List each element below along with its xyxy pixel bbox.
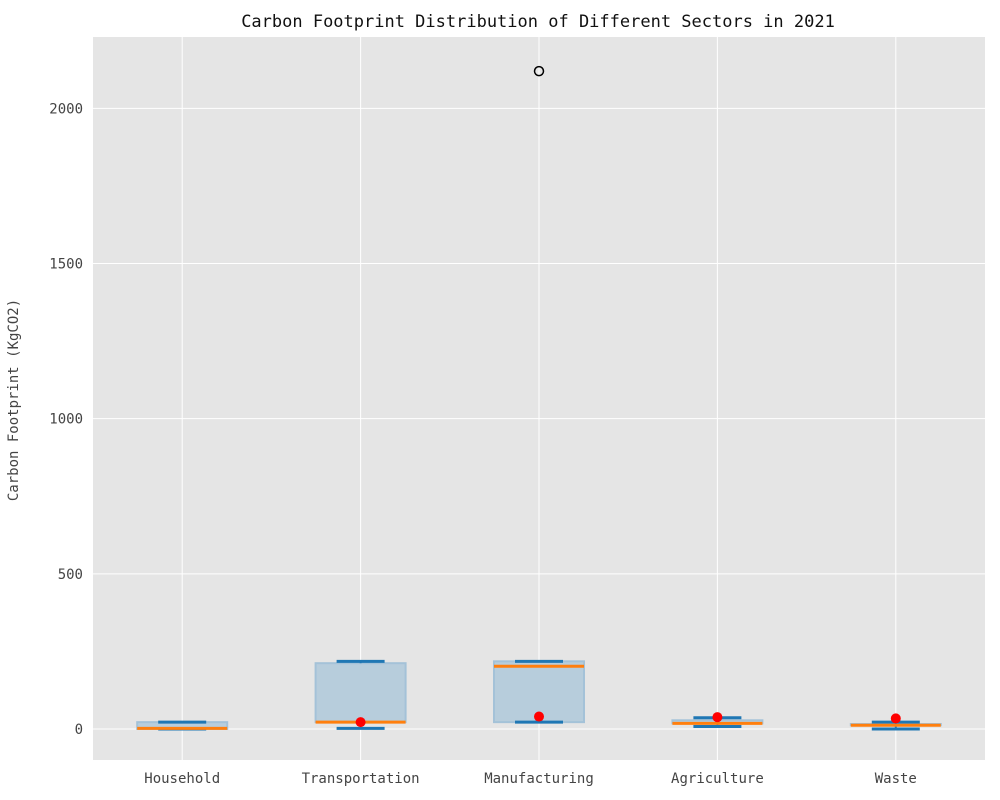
mean-marker xyxy=(534,711,544,722)
mean-marker xyxy=(712,712,723,723)
box-household xyxy=(136,720,229,731)
y-tick-label: 0 xyxy=(75,722,83,738)
x-tick-label: Transportation xyxy=(302,771,420,787)
box-waste xyxy=(849,713,942,731)
y-tick-label: 500 xyxy=(58,567,83,583)
box-manufacturing xyxy=(493,65,585,724)
y-ticks: 0 500 1000 1500 2000 xyxy=(49,101,83,738)
box-transportation xyxy=(314,659,407,730)
box-agriculture xyxy=(671,712,764,728)
y-tick-label: 1000 xyxy=(49,412,83,428)
grid xyxy=(93,37,985,760)
x-tick-label: Manufacturing xyxy=(484,771,594,787)
y-axis-label: Carbon Footprint (KgCO2) xyxy=(6,299,22,501)
y-tick-label: 1500 xyxy=(49,257,83,273)
y-tick-label: 2000 xyxy=(49,101,83,117)
mean-marker xyxy=(890,713,901,724)
x-tick-label: Waste xyxy=(875,771,917,787)
box-body xyxy=(314,662,407,724)
x-tick-label: Household xyxy=(144,771,220,787)
x-tick-label: Agriculture xyxy=(671,771,764,787)
mean-marker xyxy=(355,717,366,728)
x-ticks: Household Transportation Manufacturing Agri… xyxy=(144,771,917,787)
boxes xyxy=(136,65,942,731)
outlier-point xyxy=(533,65,545,77)
chart-title: Carbon Footprint Distribution of Differe… xyxy=(241,12,835,32)
